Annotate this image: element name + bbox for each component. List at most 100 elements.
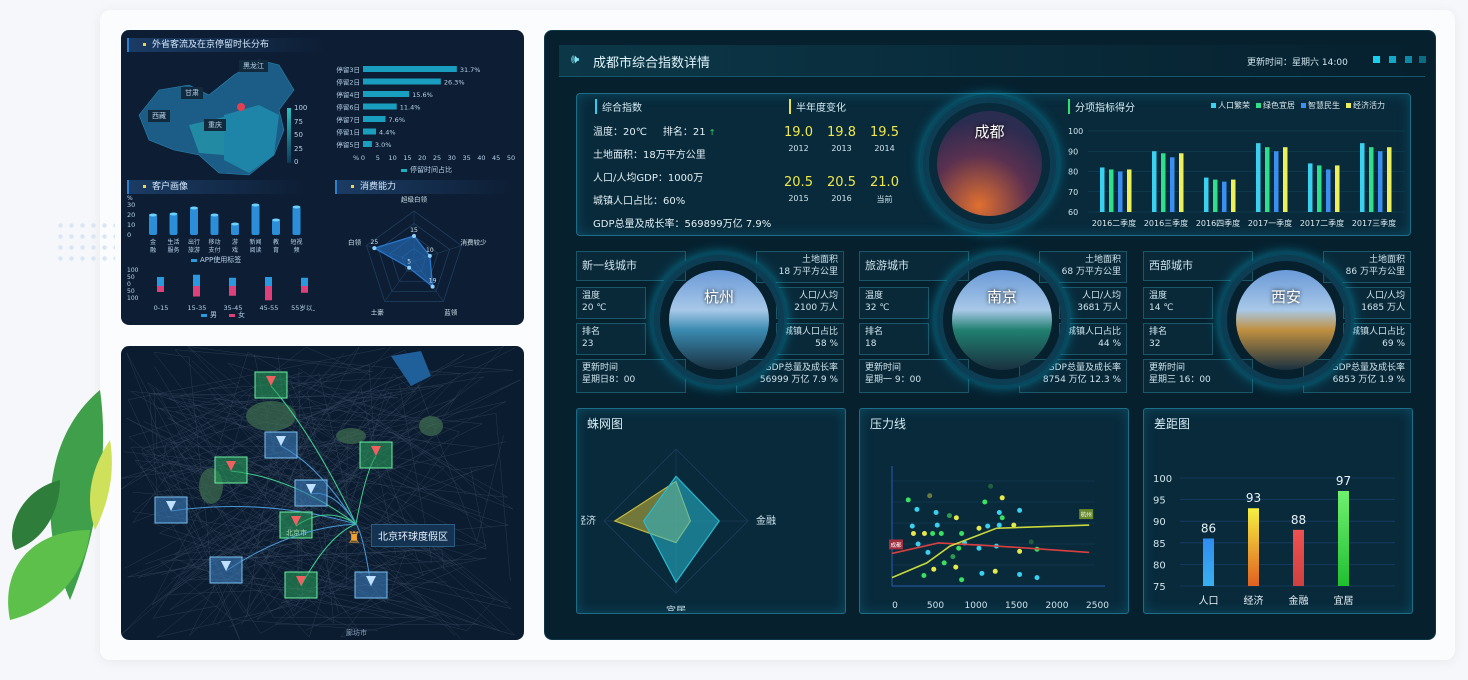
road xyxy=(121,346,371,541)
stay-bar xyxy=(363,116,386,122)
y-tick: 75 xyxy=(1153,582,1166,593)
female-bar xyxy=(157,286,164,292)
radar-axis-label: 人口 xyxy=(666,436,686,437)
scores-chart: 100 90 80 70 60 2016二季度 2016三季度 2016四季度 2017一季度 2… xyxy=(1068,127,1405,228)
trend-line xyxy=(891,542,1090,555)
x-unit: % xyxy=(353,154,359,162)
scatter-point xyxy=(996,522,1002,528)
city-photo: 西安 xyxy=(1236,270,1336,370)
half-year-value: 19.8 xyxy=(827,125,856,140)
scatter-point xyxy=(950,554,956,560)
city-urban-label: 城镇人口占比 xyxy=(783,327,838,337)
city-gdp-label: GDP总量及成长率 xyxy=(1331,363,1405,373)
beijing-map-panel[interactable]: 北京环球度假区 北京市 廊坊市 ♜ xyxy=(121,346,524,640)
location-pin-icon xyxy=(226,461,236,471)
radar-axis-label: 宜居 xyxy=(666,604,686,611)
score-bar xyxy=(1204,177,1209,212)
app-category: 生活服务 xyxy=(167,239,180,254)
app-category: 出行旅游 xyxy=(187,239,200,254)
reservoir xyxy=(391,351,431,386)
indicator-dot xyxy=(1373,56,1380,63)
city-update: 更新时间 星期一 9：00 xyxy=(859,359,969,393)
composite-info: 温度：20℃ 排名：21 ↑ 土地面积：18万平方公里 人口/人均GDP：100… xyxy=(593,121,771,236)
app-bar xyxy=(251,205,260,235)
scatter-point xyxy=(959,531,965,536)
road xyxy=(126,348,385,640)
y-tick: 0 xyxy=(127,281,131,288)
map-label-gansu: 甘肃 xyxy=(181,87,203,99)
stay-bar xyxy=(363,78,441,85)
age-category: 15-35 xyxy=(188,304,207,312)
radar-grid xyxy=(365,210,463,302)
map-label-heilongjiang: 黑龙江 xyxy=(239,60,268,72)
score-bar xyxy=(1179,153,1184,212)
radar-series-area xyxy=(372,235,434,288)
castle-icon: ♜ xyxy=(347,528,362,547)
x-category: 2017一季度 xyxy=(1248,218,1292,228)
city-urban-value: 69 % xyxy=(1382,339,1405,349)
city-rank: 排名 32 xyxy=(1143,323,1213,355)
stay-value-label: 11.4% xyxy=(400,104,421,112)
x-tick: 500 xyxy=(927,601,944,611)
app-bar xyxy=(169,214,178,235)
gap-value-label: 88 xyxy=(1291,513,1306,527)
y-tick: 90 xyxy=(1153,517,1166,528)
x-tick: 20 xyxy=(418,154,426,162)
city-area: 土地面积 68 万平方公里 xyxy=(1039,251,1127,283)
stay-category: 停留6日 xyxy=(336,103,360,112)
scale-tick: 50 xyxy=(294,131,303,139)
map-scale-bar xyxy=(287,108,291,163)
series-tag-label: 成都 xyxy=(890,541,902,549)
radar-value-label: 10 xyxy=(426,247,434,254)
city-photo: 南京 xyxy=(952,270,1052,370)
radar-axis-label: 经济 xyxy=(581,514,596,527)
app-category: 移动支付 xyxy=(208,239,221,254)
scale-tick: 75 xyxy=(294,117,303,126)
scatter-point xyxy=(938,531,944,536)
scatter-point xyxy=(1034,575,1040,581)
score-bar xyxy=(1161,153,1166,212)
y-tick: 50 xyxy=(127,274,135,281)
x-tick: 15 xyxy=(403,154,411,162)
scale-tick: 25 xyxy=(294,144,303,153)
score-bar xyxy=(1265,147,1270,212)
road xyxy=(143,388,335,624)
series-tag-label: 杭州 xyxy=(1081,511,1092,519)
gap-bar xyxy=(1338,490,1349,586)
scatter-point xyxy=(946,513,952,519)
city-rank-value: 18 xyxy=(865,339,877,349)
legend-label: 绿色宜居 xyxy=(1263,101,1295,110)
score-bar xyxy=(1369,147,1374,212)
route-line xyxy=(170,505,357,525)
city-population-value: 3681 万人 xyxy=(1077,303,1121,313)
gap-value-label: 97 xyxy=(1336,474,1351,488)
score-bar xyxy=(1170,157,1175,212)
scatter-point xyxy=(956,545,962,551)
radar-point xyxy=(427,253,432,258)
male-bar xyxy=(193,274,200,286)
half-year-item: 21.0 当前 xyxy=(863,175,906,205)
x-tick: 1000 xyxy=(965,601,988,611)
half-year-label: 2014 xyxy=(874,144,895,153)
gap-category: 经济 xyxy=(1244,594,1264,607)
scatter-point xyxy=(934,522,940,528)
road xyxy=(263,539,487,604)
app-usage-chart: %30 20 10 0 xyxy=(127,195,301,239)
road xyxy=(182,414,392,636)
half-year-item: 19.5 2014 xyxy=(863,125,906,153)
china-map[interactable] xyxy=(129,55,309,185)
half-year-title: 半年度变化 xyxy=(789,99,846,114)
scatter-point xyxy=(982,499,988,505)
city-update-label: 更新时间 xyxy=(1149,363,1186,373)
scatter-point xyxy=(941,560,947,566)
road xyxy=(152,414,365,619)
park-area xyxy=(336,428,366,444)
beijing-route-map[interactable] xyxy=(121,346,524,640)
gap-bar xyxy=(1248,508,1259,586)
temperature: 温度：20℃ xyxy=(593,127,647,138)
stay-legend-label: 停留时间占比 xyxy=(410,166,452,174)
gap-category: 金融 xyxy=(1289,594,1309,607)
city-gdp-value: 6853 万亿 1.9 % xyxy=(1332,375,1405,385)
park-area xyxy=(246,401,296,431)
scatter-point xyxy=(999,495,1005,501)
